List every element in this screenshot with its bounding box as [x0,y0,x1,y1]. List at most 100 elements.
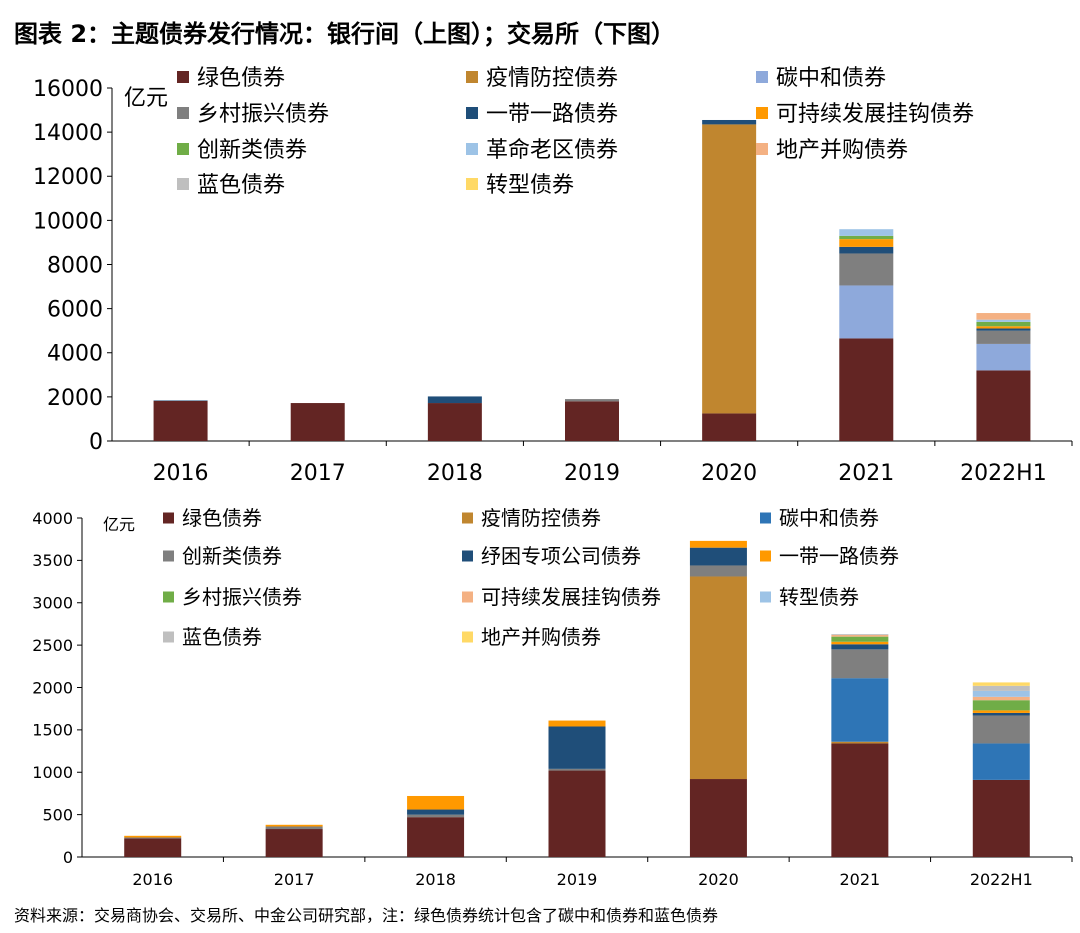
page-title: 图表 2：主题债券发行情况：银行间（上图）；交易所（下图） [14,20,676,48]
x-tick-label: 2019 [557,870,598,889]
bar-segment [831,636,889,642]
bar-segment [831,644,889,650]
y-tick-label: 14000 [33,121,103,146]
bar-segment [976,313,1031,320]
bar-segment [548,726,606,769]
legend-entry: 蓝色债券 [182,625,262,649]
y-tick-label: 16000 [33,77,103,102]
bar-segment [124,837,182,839]
legend-swatch [756,71,768,83]
legend-swatch [462,591,473,603]
bar-segment [976,370,1031,441]
bar-segment [153,400,208,401]
x-tick-label: 2017 [290,461,346,486]
x-tick-label: 2016 [132,870,173,889]
legend-entry: 碳中和债券 [779,506,879,530]
legend-swatch [177,178,189,190]
legend-swatch [466,71,478,83]
legend-entry: 转型债券 [779,585,859,609]
x-tick-label: 2016 [153,461,209,486]
y-tick-label: 8000 [47,253,103,278]
bar-segment [831,634,889,635]
legend-entry: 疫情防控债券 [486,66,618,91]
y-tick-label: 0 [89,430,103,455]
bar-segment [976,343,1031,371]
bar-segment [976,330,1031,344]
bar-segment [972,700,1030,711]
bar-segment [976,326,1031,329]
bar-segment [407,795,465,810]
bar-segment [689,540,747,548]
y-tick-label: 2500 [32,636,73,655]
bar-segment [689,565,747,577]
bar-segment [565,401,619,441]
bar-segment [831,641,889,645]
x-tick-label: 2019 [564,461,620,486]
bar-segment [407,814,465,818]
source-note: 资料来源：交易商协会、交易所、中金公司研究部，注：绿色债券统计包含了碳中和债券和… [14,906,719,925]
legend-entry: 乡村振兴债券 [197,102,329,127]
bar-segment [972,710,1030,713]
y-tick-label: 6000 [47,298,103,323]
legend-entry: 可持续发展挂钩债券 [481,585,661,609]
bar-segment [702,413,757,441]
bar-segment [689,779,747,857]
x-tick-label: 2022H1 [970,870,1033,889]
legend-swatch [462,631,473,643]
bar-segment [290,403,345,441]
x-tick-label: 2020 [698,870,739,889]
y-tick-label: 12000 [33,165,103,190]
bar-segment [548,768,606,771]
x-tick-label: 2018 [427,461,483,486]
y-tick-label: 500 [42,805,73,824]
x-tick-label: 2021 [839,870,880,889]
legend-swatch [756,107,768,119]
bar-segment [839,239,894,247]
legend-swatch [760,591,771,603]
legend-entry: 创新类债券 [197,138,307,163]
y-tick-label: 1000 [32,763,73,782]
bar-segment [972,690,1030,697]
y-tick-label: 4000 [32,509,73,528]
legend-entry: 一带一路债券 [779,544,899,568]
legend-entry: 碳中和债券 [776,66,886,91]
bar-segment [124,835,182,838]
legend-entry: 纾困专项公司债券 [481,544,641,568]
y-tick-label: 2000 [47,386,103,411]
bar-segment [972,712,1030,716]
chart-1: 0 2000 4000 6000 8000 10000 12000 14000 16000 亿元 2… [33,66,1073,486]
bar-segment [689,576,747,780]
y-tick-label: 10000 [33,209,103,234]
legend-swatch [462,550,473,562]
legend-entry: 绿色债券 [182,506,262,530]
bar-segment [831,743,889,857]
bar-segment [976,321,1031,327]
legend-swatch [163,550,174,562]
legend-swatch [466,143,478,155]
bar-segment [976,328,1031,331]
bar-segment [972,685,1030,691]
legend-swatch [466,107,478,119]
bar-segment [972,779,1030,857]
legend-swatch [177,71,189,83]
legend-entry: 疫情防控债券 [481,506,601,530]
bar-segment [839,229,894,236]
legend-swatch [466,178,478,190]
legend-swatch [163,512,174,524]
legend-entry: 地产并购债券 [776,138,908,163]
bar-segment [565,399,619,402]
y-tick-label: 2000 [32,678,73,697]
bar-segment [689,547,747,566]
legend-swatch [163,591,174,603]
bar-segment [831,741,889,744]
chart-2: 0 500 1000 1500 2000 2500 3000 3500 4000 亿元 2016 20… [32,506,1073,889]
bar-segment [976,319,1031,322]
y-tick-label: 0 [63,848,73,867]
x-tick-label: 2017 [274,870,315,889]
y-tick-label: 1500 [32,721,73,740]
bar-segment [972,696,1030,701]
y-tick-label: 4000 [47,342,103,367]
